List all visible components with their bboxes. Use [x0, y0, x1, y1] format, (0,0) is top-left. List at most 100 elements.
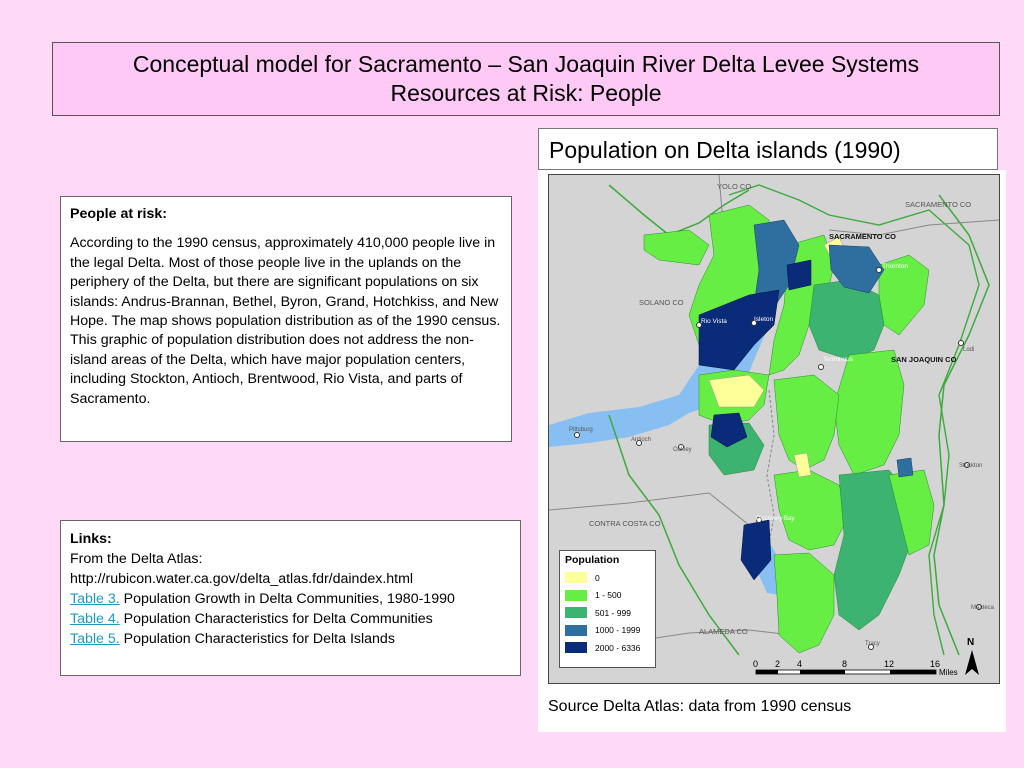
manteca-marker	[976, 604, 982, 610]
discovery-bay-marker	[756, 517, 762, 523]
map-title: Population on Delta islands (1990)	[538, 128, 998, 170]
county-line-sj	[766, 389, 775, 546]
island-byron	[740, 519, 772, 581]
scale-tick-2: 2	[775, 659, 780, 669]
table3-link[interactable]: Table 3.	[70, 591, 120, 607]
links-heading: Links:	[70, 531, 112, 547]
map-source-caption: Source Delta Atlas: data from 1990 censu…	[548, 698, 852, 715]
county-boundary-west	[608, 414, 740, 656]
label-discovery-bay: Discovery Bay	[756, 516, 794, 522]
scale-bar: 0 2 4 8 12 16 Miles	[753, 659, 958, 677]
island-small-blue	[896, 457, 914, 478]
scale-seg-1	[756, 670, 778, 674]
island-mid	[773, 374, 840, 471]
label-thornton: Thornton	[882, 263, 908, 270]
oakley-marker	[678, 444, 684, 450]
legend-swatch-2	[565, 607, 587, 619]
legend-swatch-3	[565, 624, 587, 636]
legend-row-2: 501 - 999	[565, 604, 655, 622]
scale-tick-16: 16	[930, 659, 940, 669]
island-ne	[878, 254, 930, 336]
scale-seg-2	[800, 670, 845, 674]
table4-text: Population Characteristics for Delta Com…	[119, 611, 433, 627]
legend-row-0: 0	[565, 569, 655, 587]
people-at-risk-heading: People at risk:	[70, 206, 167, 222]
legend-swatch-0	[565, 572, 587, 584]
label-oakley: Oakley	[673, 447, 692, 453]
map-legend: Population 0 1 - 500 501 - 999 1000 - 19…	[559, 550, 656, 668]
label-sacramento-co-2: SACRAMENTO CO	[829, 232, 896, 241]
legend-row-1: 1 - 500	[565, 587, 655, 605]
antioch-marker	[636, 440, 642, 446]
island-zero-1	[708, 374, 765, 408]
island-east-2	[888, 469, 935, 556]
map-labels: YOLO CO SACRAMENTO CO SACRAMENTO CO SOLA…	[569, 182, 995, 647]
thornton-marker	[876, 267, 882, 273]
legend-title: Population	[565, 554, 620, 566]
terminous-marker	[818, 364, 824, 370]
island-south	[773, 469, 850, 551]
scale-seg-3	[890, 670, 936, 674]
links-item-table3: Table 3. Population Growth in Delta Comm…	[70, 589, 511, 609]
island-new-hope	[828, 244, 885, 294]
island-northwest	[643, 229, 710, 266]
slide-title-line1: Conceptual model for Sacramento – San Jo…	[132, 51, 920, 77]
slide-title: Conceptual model for Sacramento – San Jo…	[52, 42, 1000, 116]
county-line-cc	[549, 492, 750, 526]
links-item-table5: Table 5. Population Characteristics for …	[70, 629, 511, 649]
label-terminous: Terminous	[823, 356, 854, 363]
table5-text: Population Characteristics for Delta Isl…	[119, 631, 395, 647]
map-svg: YOLO CO SACRAMENTO CO SACRAMENTO CO SOLA…	[549, 175, 999, 683]
legend-row-4: 2000 - 6336	[565, 639, 655, 657]
links-from-label: From the Delta Atlas:	[70, 551, 203, 567]
label-lodi: Lodi	[963, 347, 974, 353]
label-solano: SOLANO CO	[639, 298, 684, 307]
label-alameda: ALAMEDA CO	[699, 627, 748, 636]
stockton-marker	[964, 462, 970, 468]
island-south-2	[773, 552, 835, 654]
label-tracy: Tracy	[865, 641, 880, 647]
county-boundary	[608, 184, 750, 236]
legend-label-3: 1000 - 1999	[595, 625, 641, 636]
scale-tick-4: 4	[797, 659, 802, 669]
table4-link[interactable]: Table 4.	[70, 611, 120, 627]
legend-swatch-4	[565, 642, 587, 654]
county-line-sac	[828, 219, 999, 236]
label-stockton: Stockton	[959, 463, 982, 469]
island-grand	[753, 219, 800, 316]
legend-label-4: 2000 - 6336	[595, 642, 641, 653]
people-at-risk-box: People at risk: According to the 1990 ce…	[60, 196, 512, 442]
legal-delta-boundary	[728, 184, 980, 656]
island-terminous	[808, 279, 885, 361]
links-item-table4: Table 4. Population Characteristics for …	[70, 609, 511, 629]
legend-swatch-1	[565, 589, 587, 601]
scale-tick-0: 0	[753, 659, 758, 669]
town-markers	[574, 267, 982, 650]
isleton-marker	[751, 320, 757, 326]
pittsburg-marker	[574, 432, 580, 438]
scale-tick-8: 8	[842, 659, 847, 669]
label-isleton: Isleton	[754, 316, 774, 323]
tracy-marker	[868, 644, 874, 650]
scale-unit: Miles	[939, 668, 958, 677]
label-san-joaquin: SAN JOAQUIN CO	[891, 355, 957, 364]
label-contra-costa: CONTRA COSTA CO	[589, 519, 661, 528]
legend-label-0: 0	[595, 572, 600, 583]
links-box: Links: From the Delta Atlas: http://rubi…	[60, 520, 521, 676]
north-arrow-icon: N	[965, 637, 979, 675]
people-at-risk-text: According to the 1990 census, approximat…	[70, 235, 501, 407]
legend-label-1: 1 - 500	[595, 590, 622, 601]
slide-title-line2: Resources at Risk: People	[390, 80, 662, 106]
island-dark-north	[786, 259, 812, 291]
rio-vista-marker	[696, 322, 702, 328]
island-andrus-brannan	[698, 289, 780, 371]
label-manteca: Manteca	[971, 605, 995, 611]
label-sacramento-co: SACRAMENTO CO	[905, 200, 971, 209]
delta-population-map: YOLO CO SACRAMENTO CO SACRAMENTO CO SOLA…	[548, 174, 1000, 684]
north-label: N	[967, 637, 974, 648]
legend-label-2: 501 - 999	[595, 607, 631, 618]
island-zero-3	[793, 452, 812, 478]
table5-link[interactable]: Table 5.	[70, 631, 120, 647]
legend-row-3: 1000 - 1999	[565, 622, 655, 640]
label-antioch: Antioch	[631, 437, 651, 443]
